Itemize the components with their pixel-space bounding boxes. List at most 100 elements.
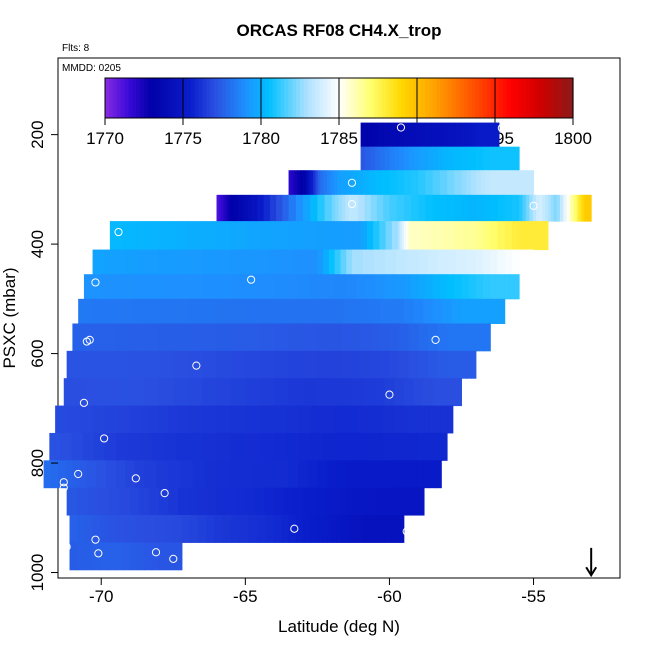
heatmap-cell	[317, 298, 333, 324]
heatmap-cell	[302, 298, 318, 324]
heatmap-cell	[425, 170, 434, 196]
heatmap-cell	[391, 221, 399, 251]
heatmap-cell	[264, 460, 278, 489]
heatmap-cell	[245, 249, 258, 275]
heatmap-cell	[566, 194, 571, 222]
heatmap-cell	[414, 122, 420, 148]
colorbar-cell	[303, 78, 309, 118]
heatmap-cell	[432, 378, 438, 407]
heatmap-cell	[396, 170, 405, 196]
colorbar-cell	[420, 78, 426, 118]
heatmap-cell	[483, 194, 491, 222]
heatmap-cell	[504, 249, 513, 275]
heatmap-cell	[302, 350, 318, 379]
heatmap-cell	[324, 194, 333, 222]
heatmap-cell	[408, 146, 414, 171]
heatmap-cell	[158, 323, 174, 352]
heatmap-cell	[173, 515, 182, 543]
heatmap-cell	[495, 274, 501, 300]
heatmap-cell	[447, 170, 455, 196]
heatmap-cell	[245, 298, 261, 324]
heatmap-cell	[343, 298, 357, 324]
colorbar-cell	[268, 78, 274, 118]
heatmap-layers	[43, 122, 592, 571]
heatmap-cell	[351, 378, 364, 407]
heatmap-cell	[330, 170, 335, 196]
heatmap-cell	[389, 323, 400, 352]
heatmap-cell	[418, 432, 424, 461]
colorbar-cell	[444, 78, 449, 118]
heatmap-cell	[158, 298, 174, 324]
flight-point	[347, 200, 357, 209]
heatmap-cell	[259, 405, 275, 434]
heatmap-cell	[334, 249, 341, 275]
heatmap-cell	[525, 194, 530, 222]
heatmap-cell	[423, 432, 429, 461]
flight-point	[131, 474, 140, 483]
heatmap-cell	[127, 432, 141, 461]
heatmap-cell	[49, 432, 61, 461]
heatmap-cell	[334, 274, 347, 300]
heatmap-cell	[475, 298, 484, 324]
heatmap-cell	[305, 249, 318, 275]
heatmap-cell	[281, 515, 290, 543]
heatmap-cell	[483, 274, 491, 300]
heatmap-cell	[490, 221, 499, 251]
heatmap-cell	[451, 350, 458, 379]
colorbar-cell	[124, 78, 129, 118]
y-tick-label: 800	[28, 449, 47, 477]
heatmap-cell	[389, 487, 396, 516]
heatmap-cell	[439, 194, 448, 222]
chart-title: ORCAS RF08 CH4.X_trop	[237, 21, 442, 40]
heatmap-cell	[504, 146, 511, 171]
flight-point	[385, 390, 394, 399]
colorbar-cell	[487, 78, 492, 118]
heatmap-cell	[432, 298, 443, 324]
colorbar-cell	[261, 78, 266, 118]
colorbar-cell	[565, 78, 570, 118]
heatmap-cell	[108, 487, 120, 516]
heatmap-cell	[487, 122, 491, 148]
heatmap-cell	[382, 432, 395, 461]
heatmap-cell	[106, 460, 117, 489]
heatmap-cell	[130, 378, 145, 407]
heatmap-cell	[313, 170, 316, 196]
heatmap-cell	[365, 460, 376, 489]
heatmap-cell	[259, 298, 275, 324]
heatmap-cell	[97, 350, 114, 379]
heatmap-cell	[341, 350, 352, 379]
flight-point	[529, 201, 538, 210]
heatmap-cell	[163, 515, 174, 543]
heatmap-cell	[355, 298, 369, 324]
colorbar-cell	[456, 78, 461, 118]
colorbar-cell	[105, 78, 110, 118]
flight-point	[62, 542, 71, 551]
heatmap-cell	[226, 487, 237, 516]
heatmap-cell	[413, 298, 424, 324]
colorbar-cell	[397, 78, 402, 118]
heatmap-cell	[197, 487, 208, 516]
heatmap-cell	[437, 432, 443, 461]
heatmap-cell	[181, 515, 191, 543]
heatmap-cell	[302, 323, 318, 352]
heatmap-cell	[420, 221, 433, 251]
flight-point	[91, 535, 100, 544]
colorbar-cell	[335, 78, 340, 118]
heatmap-cell	[274, 323, 290, 352]
heatmap-cell	[407, 249, 419, 275]
colorbar-cell	[452, 78, 457, 118]
heatmap-cell	[216, 432, 232, 461]
heatmap-cell	[389, 146, 395, 171]
colorbar-cell	[323, 78, 328, 118]
heatmap-cell	[265, 515, 275, 543]
colorbar-cell	[210, 78, 215, 118]
heatmap-cell	[84, 542, 94, 571]
heatmap-cell	[178, 487, 189, 516]
heatmap-cell	[341, 515, 347, 543]
colorbar-cell	[132, 78, 137, 118]
heatmap-cell	[447, 350, 453, 379]
heatmap-cell	[115, 542, 124, 571]
heatmap-cell	[117, 405, 131, 434]
heatmap-cell	[365, 146, 371, 171]
heatmap-cell	[474, 122, 479, 148]
